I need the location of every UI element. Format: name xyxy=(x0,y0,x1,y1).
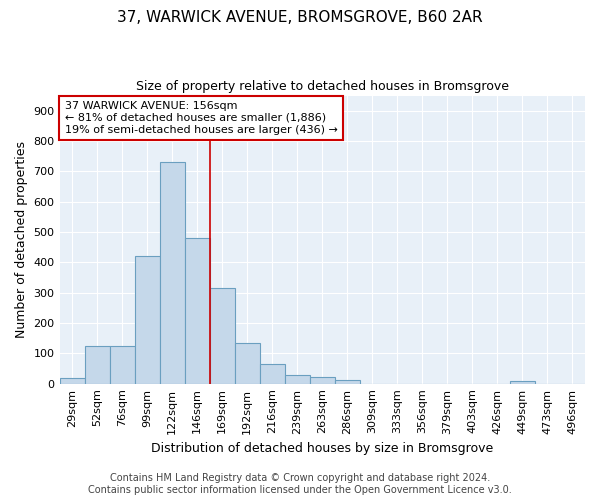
Title: Size of property relative to detached houses in Bromsgrove: Size of property relative to detached ho… xyxy=(136,80,509,93)
Bar xyxy=(160,162,185,384)
Bar xyxy=(134,256,160,384)
Bar xyxy=(209,288,235,384)
Y-axis label: Number of detached properties: Number of detached properties xyxy=(15,141,28,338)
Bar xyxy=(85,346,110,384)
Text: 37 WARWICK AVENUE: 156sqm
← 81% of detached houses are smaller (1,886)
19% of se: 37 WARWICK AVENUE: 156sqm ← 81% of detac… xyxy=(65,102,338,134)
Bar xyxy=(185,238,209,384)
Text: Contains HM Land Registry data © Crown copyright and database right 2024.
Contai: Contains HM Land Registry data © Crown c… xyxy=(88,474,512,495)
Bar xyxy=(335,380,360,384)
X-axis label: Distribution of detached houses by size in Bromsgrove: Distribution of detached houses by size … xyxy=(151,442,493,455)
Bar xyxy=(110,346,134,384)
Bar xyxy=(235,342,260,384)
Bar xyxy=(260,364,285,384)
Bar xyxy=(59,378,85,384)
Bar xyxy=(285,374,310,384)
Bar xyxy=(310,377,335,384)
Bar xyxy=(510,380,535,384)
Text: 37, WARWICK AVENUE, BROMSGROVE, B60 2AR: 37, WARWICK AVENUE, BROMSGROVE, B60 2AR xyxy=(117,10,483,25)
